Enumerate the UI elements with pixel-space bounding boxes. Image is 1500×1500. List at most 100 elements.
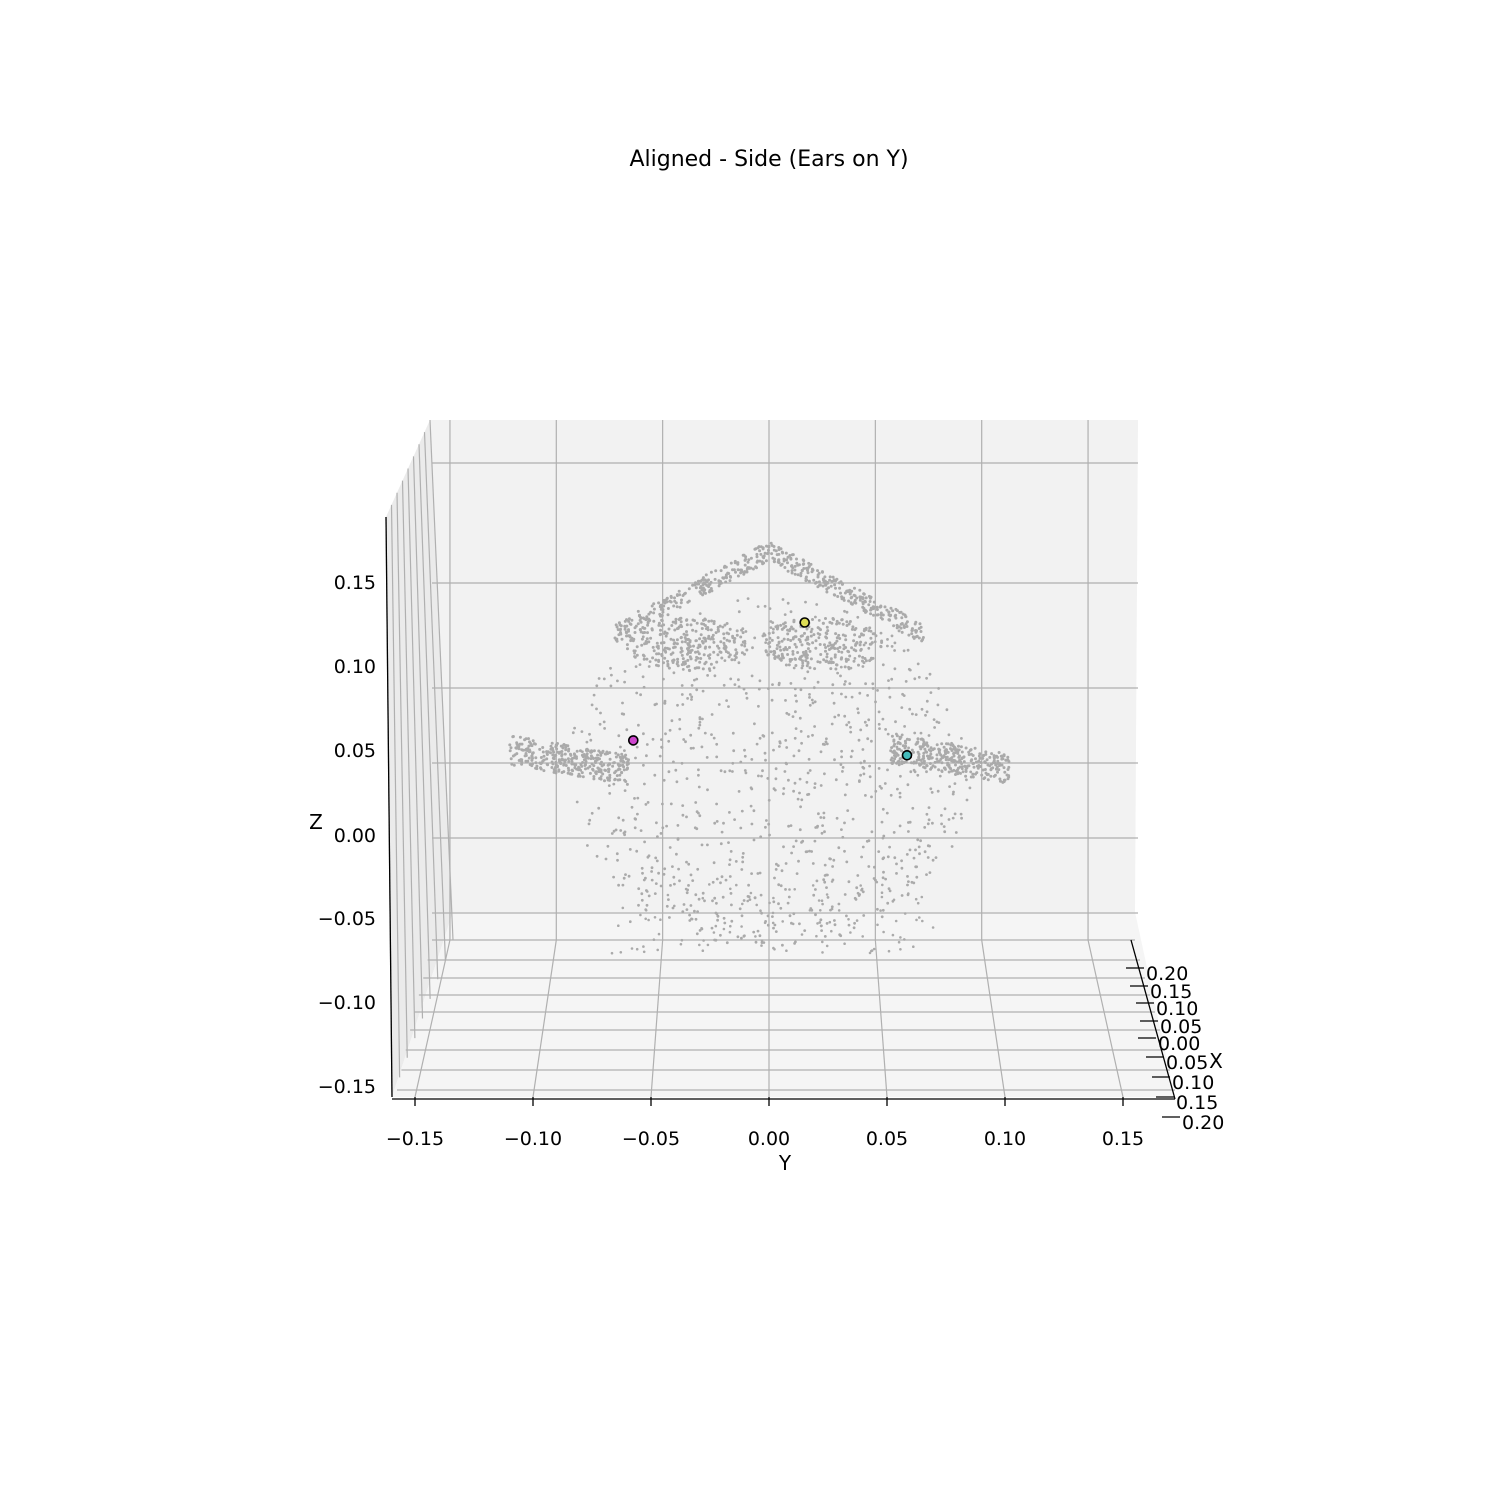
cloud-point (879, 616, 883, 620)
z-tick-label: 0.10 (334, 656, 376, 678)
cloud-point (889, 793, 893, 797)
cloud-point (911, 712, 914, 716)
cloud-point (646, 620, 650, 624)
cloud-point (676, 703, 679, 707)
cloud-point (868, 951, 872, 955)
cloud-point (772, 748, 775, 752)
cloud-point (772, 946, 775, 950)
cloud-point (725, 638, 729, 642)
cloud-point (823, 863, 827, 867)
cloud-point (646, 890, 649, 893)
cloud-point (680, 761, 684, 765)
cloud-point (815, 879, 819, 883)
cloud-point (880, 639, 884, 643)
cloud-point (703, 731, 707, 735)
cloud-point (808, 693, 811, 696)
floor-grid-line-y (650, 939, 664, 1098)
x-tick-label: 0.05 (1166, 1052, 1208, 1074)
cloud-point (773, 923, 777, 927)
cloud-point (862, 914, 866, 917)
cloud-point (714, 938, 718, 942)
cloud-point (772, 560, 776, 564)
cloud-point (641, 635, 645, 639)
cloud-point (554, 760, 558, 764)
cloud-point (621, 906, 625, 910)
cloud-point (917, 758, 921, 761)
cloud-point (592, 749, 596, 753)
cloud-point (680, 653, 684, 657)
cloud-point (772, 653, 776, 656)
cloud-point (896, 747, 900, 751)
cloud-point (959, 745, 963, 749)
cloud-point (651, 656, 655, 660)
cloud-point (832, 858, 836, 862)
cloud-point (698, 943, 701, 947)
cloud-point (900, 749, 903, 753)
cloud-point (836, 595, 840, 598)
cloud-point (783, 566, 787, 569)
cloud-point (674, 617, 678, 621)
cloud-point (702, 591, 706, 595)
cloud-point (698, 637, 702, 641)
cloud-point (948, 757, 952, 761)
cloud-point (706, 943, 710, 947)
cloud-point (735, 651, 739, 655)
cloud-point (850, 627, 854, 631)
cloud-point (900, 616, 904, 620)
cloud-point (699, 579, 703, 583)
cloud-point (750, 674, 754, 678)
cloud-point (723, 644, 727, 648)
cloud-point (703, 624, 707, 627)
cloud-point (781, 920, 784, 923)
cloud-point (800, 798, 804, 802)
cloud-point (829, 667, 833, 671)
cloud-point (723, 659, 727, 662)
cloud-point (825, 893, 829, 896)
cloud-point (699, 591, 703, 595)
cloud-point (701, 891, 705, 895)
cloud-point (767, 687, 770, 690)
cloud-point (541, 746, 545, 749)
cloud-point (696, 579, 700, 583)
cloud-point (847, 665, 851, 669)
left-grid-line (418, 444, 439, 980)
cloud-point (736, 935, 740, 939)
cloud-point (661, 802, 664, 806)
cloud-point (745, 648, 749, 652)
cloud-point (516, 745, 520, 749)
cloud-point (805, 627, 809, 631)
cloud-point (645, 903, 649, 907)
cloud-point (771, 915, 774, 918)
cloud-point (736, 574, 740, 578)
cloud-point (862, 633, 865, 637)
cloud-point (725, 941, 729, 945)
cloud-point (814, 646, 818, 650)
cloud-point (965, 766, 969, 770)
cloud-point (912, 856, 916, 860)
cloud-point (635, 849, 639, 853)
cloud-point (906, 783, 910, 787)
cloud-point (684, 887, 688, 891)
cloud-point (968, 786, 972, 790)
cloud-point (588, 818, 592, 822)
cloud-point (585, 752, 589, 756)
cloud-point (894, 919, 898, 923)
cloud-point (793, 736, 797, 740)
cloud-point (843, 821, 846, 825)
scatter-points (508, 541, 1011, 955)
cloud-point (722, 641, 726, 645)
cloud-point (806, 566, 810, 570)
cloud-point (789, 557, 793, 561)
cloud-point (838, 586, 842, 590)
cloud-point (940, 755, 944, 759)
cloud-point (790, 564, 793, 568)
cloud-point (531, 756, 534, 760)
cloud-point (868, 596, 872, 600)
cloud-point (921, 636, 925, 639)
cloud-point (682, 632, 686, 636)
cloud-point (701, 583, 705, 587)
cloud-point (851, 817, 855, 821)
cloud-point (720, 875, 724, 879)
cloud-point (629, 622, 633, 626)
cloud-point (665, 904, 669, 908)
